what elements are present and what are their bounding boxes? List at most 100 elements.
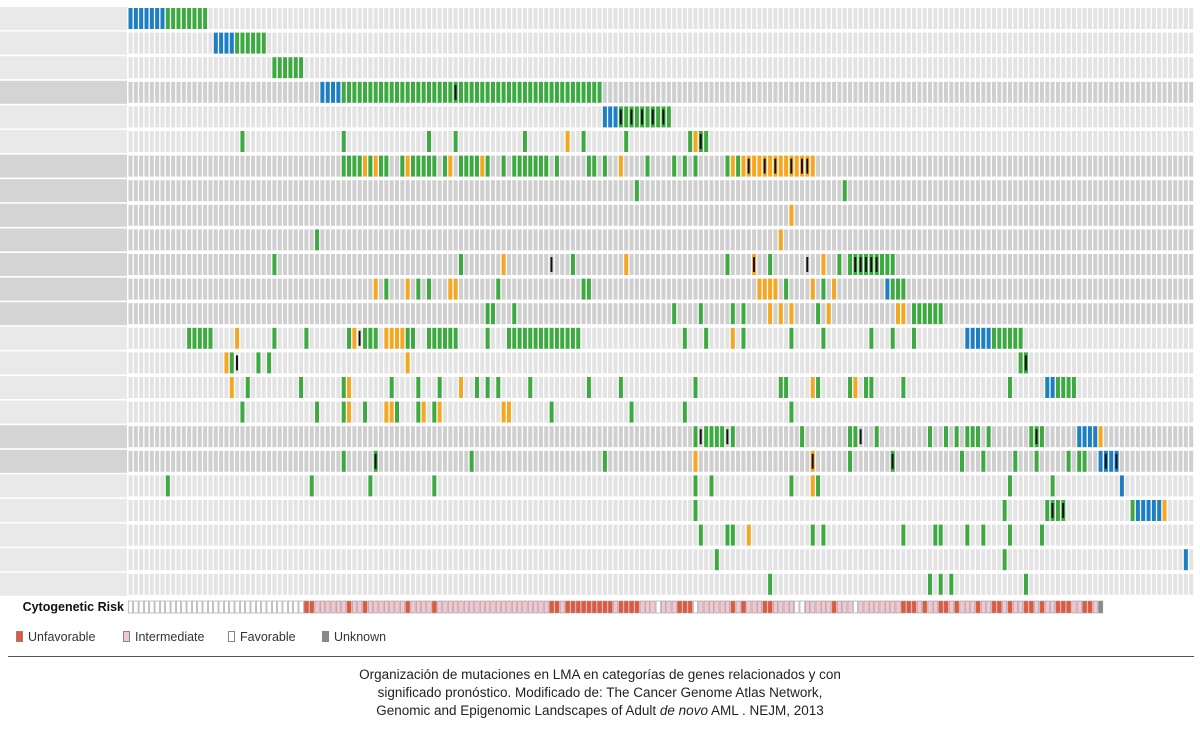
empty-cell bbox=[1002, 32, 1007, 54]
empty-cell bbox=[618, 401, 623, 423]
empty-cell bbox=[698, 278, 703, 300]
empty-cell bbox=[842, 57, 847, 79]
empty-cell bbox=[1061, 155, 1066, 177]
empty-cell bbox=[688, 500, 693, 521]
empty-cell bbox=[1093, 204, 1098, 226]
empty-cell bbox=[149, 254, 154, 275]
mutation-cell bbox=[848, 377, 853, 398]
empty-cell bbox=[912, 155, 917, 177]
empty-cell bbox=[368, 254, 373, 275]
empty-cell bbox=[1039, 401, 1044, 423]
empty-cell bbox=[1018, 426, 1023, 448]
empty-cell bbox=[1055, 155, 1060, 177]
empty-cell bbox=[277, 401, 282, 423]
empty-cell bbox=[613, 327, 618, 349]
empty-cell bbox=[1178, 131, 1183, 152]
empty-cell bbox=[1098, 303, 1103, 325]
empty-cell bbox=[1173, 549, 1178, 571]
empty-cell bbox=[693, 106, 698, 128]
empty-cell bbox=[176, 32, 181, 54]
mutation-cell bbox=[693, 155, 698, 177]
empty-cell bbox=[363, 106, 368, 128]
empty-cell bbox=[448, 352, 453, 374]
empty-cell bbox=[1098, 8, 1103, 29]
mutation-cell bbox=[331, 81, 336, 103]
empty-cell bbox=[1183, 204, 1188, 226]
empty-cell bbox=[517, 204, 522, 226]
empty-cell bbox=[474, 549, 479, 571]
empty-cell bbox=[714, 8, 719, 29]
empty-cell bbox=[1125, 327, 1130, 349]
empty-cell bbox=[1093, 131, 1098, 152]
empty-cell bbox=[821, 81, 826, 103]
risk-cell bbox=[559, 600, 565, 614]
empty-cell bbox=[235, 450, 240, 472]
empty-cell bbox=[549, 229, 554, 251]
empty-cell bbox=[304, 229, 309, 251]
empty-cell bbox=[714, 352, 719, 374]
empty-cell bbox=[832, 352, 837, 374]
empty-cell bbox=[240, 524, 245, 546]
empty-cell bbox=[714, 131, 719, 152]
empty-cell bbox=[1045, 352, 1050, 374]
empty-cell bbox=[133, 229, 138, 251]
empty-cell bbox=[309, 8, 314, 29]
empty-cell bbox=[155, 57, 160, 79]
empty-cell bbox=[1098, 573, 1103, 595]
empty-cell bbox=[357, 131, 362, 152]
empty-cell bbox=[235, 254, 240, 275]
empty-cell bbox=[938, 377, 943, 398]
empty-cell bbox=[832, 500, 837, 521]
empty-cell bbox=[757, 57, 762, 79]
mutation-cell bbox=[208, 327, 213, 349]
empty-cell bbox=[389, 573, 394, 595]
empty-cell bbox=[677, 352, 682, 374]
mutation-cell bbox=[272, 254, 277, 275]
co-mutation-mark bbox=[1062, 503, 1065, 518]
empty-cell bbox=[560, 352, 565, 374]
empty-cell bbox=[816, 254, 821, 275]
empty-cell bbox=[501, 303, 506, 325]
empty-cell bbox=[570, 32, 575, 54]
empty-cell bbox=[480, 573, 485, 595]
empty-cell bbox=[666, 57, 671, 79]
empty-cell bbox=[331, 549, 336, 571]
empty-cell bbox=[197, 450, 202, 472]
empty-cell bbox=[432, 377, 437, 398]
empty-cell bbox=[384, 180, 389, 202]
risk-cell bbox=[410, 600, 416, 614]
mutation-cell bbox=[1050, 475, 1055, 497]
empty-cell bbox=[400, 401, 405, 423]
empty-cell bbox=[181, 81, 186, 103]
mutation-cell bbox=[570, 254, 575, 275]
empty-cell bbox=[592, 426, 597, 448]
empty-cell bbox=[890, 131, 895, 152]
empty-cell bbox=[1178, 278, 1183, 300]
mutation-cell bbox=[373, 278, 378, 300]
empty-cell bbox=[219, 106, 224, 128]
empty-cell bbox=[661, 426, 666, 448]
empty-cell bbox=[336, 180, 341, 202]
empty-cell bbox=[874, 524, 879, 546]
empty-cell bbox=[634, 8, 639, 29]
empty-cell bbox=[245, 352, 250, 374]
empty-cell bbox=[613, 81, 618, 103]
co-mutation-mark bbox=[763, 158, 766, 174]
empty-cell bbox=[725, 81, 730, 103]
empty-cell bbox=[421, 327, 426, 349]
empty-cell bbox=[533, 524, 538, 546]
empty-cell bbox=[714, 155, 719, 177]
empty-cell bbox=[698, 32, 703, 54]
empty-cell bbox=[331, 155, 336, 177]
empty-cell bbox=[576, 475, 581, 497]
empty-cell bbox=[1125, 180, 1130, 202]
empty-cell bbox=[448, 32, 453, 54]
empty-cell bbox=[203, 81, 208, 103]
empty-cell bbox=[629, 475, 634, 497]
empty-cell bbox=[426, 180, 432, 202]
empty-cell bbox=[736, 573, 741, 595]
empty-cell bbox=[277, 450, 282, 472]
empty-cell bbox=[522, 106, 527, 128]
empty-cell bbox=[336, 106, 341, 128]
empty-cell bbox=[1109, 524, 1114, 546]
